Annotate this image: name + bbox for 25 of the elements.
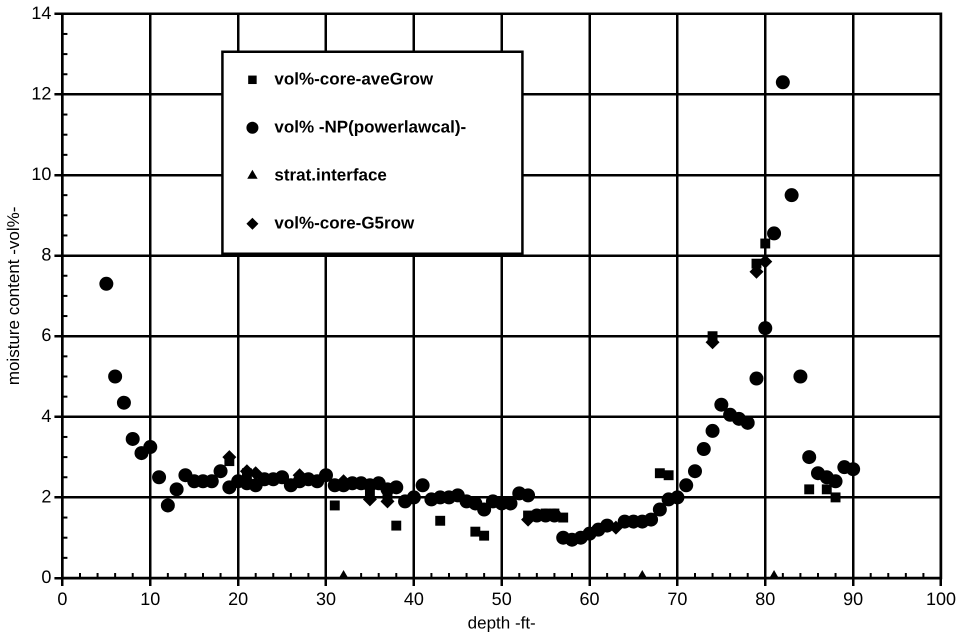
x-tick-label: 50 <box>492 588 512 609</box>
legend-label: vol%-core-aveGrow <box>274 69 434 88</box>
y-tick-label: 4 <box>41 406 52 426</box>
x-tick-label: 0 <box>57 588 68 609</box>
x-tick-label: 40 <box>404 588 424 609</box>
x-tick-label: 90 <box>843 588 864 609</box>
x-tick-label: 20 <box>228 588 248 609</box>
y-tick-label: 14 <box>31 2 52 23</box>
x-tick-label: 100 <box>926 588 956 609</box>
y-tick-label: 12 <box>31 83 52 104</box>
y-tick-label: 10 <box>31 164 52 184</box>
x-tick-label: 70 <box>667 588 688 609</box>
x-tick-label: 80 <box>755 588 776 609</box>
y-tick-label: 2 <box>41 486 52 506</box>
x-tick-label: 60 <box>580 588 600 609</box>
x-tick-label: 30 <box>316 588 336 609</box>
x-tick-label: 10 <box>140 588 160 609</box>
y-axis-title: moisture content -vol%- <box>4 206 23 386</box>
x-axis-title: depth -ft- <box>468 613 536 632</box>
y-tick-label: 8 <box>41 244 52 265</box>
legend-label: vol% -NP(powerlawcal)- <box>274 117 466 136</box>
legend-label: strat.interface <box>274 165 387 184</box>
legend-label: vol%-core-G5row <box>274 213 416 232</box>
y-tick-label: 6 <box>41 325 52 346</box>
y-tick-label: 0 <box>41 566 52 587</box>
